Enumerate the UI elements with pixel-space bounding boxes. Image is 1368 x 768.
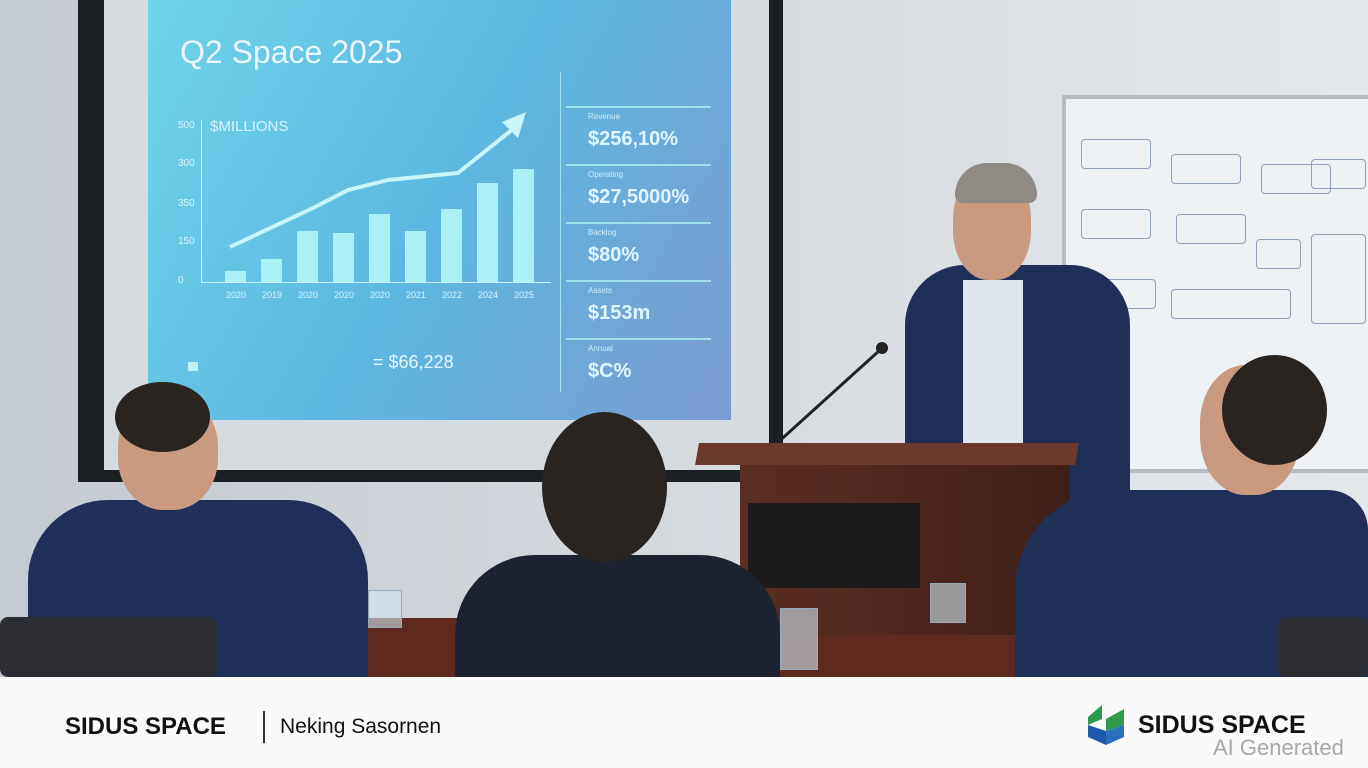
microphone: [773, 342, 888, 447]
kpi-value: $27,5000%: [588, 186, 690, 208]
chart-unit-label: $MILLIONS: [210, 118, 289, 135]
y-tick: 150: [178, 236, 195, 247]
chart-bar: [477, 182, 498, 282]
x-tick: 2020: [226, 290, 247, 300]
chart-bar: [297, 231, 318, 282]
ai-generated-label: AI Generated: [1213, 735, 1344, 760]
water-glass: [930, 583, 966, 623]
kpi-label: Annual: [588, 344, 613, 353]
meeting-room-photo: Q2 Space 2025 $MILLIONS 0 150 350 300 50…: [0, 0, 1368, 677]
chair: [0, 617, 218, 677]
audience-head: [542, 412, 667, 562]
chart-bar: [261, 259, 282, 282]
presenter-name: Neking Sasornen: [280, 715, 442, 738]
presenter-hair: [955, 163, 1037, 203]
kpi-divider-line: [566, 222, 711, 224]
kpi-value: $C%: [588, 360, 632, 382]
y-tick: 300: [178, 158, 195, 169]
y-tick: 0: [178, 275, 184, 286]
water-glass: [780, 608, 818, 670]
x-tick: 2025: [514, 290, 535, 300]
kpi-value: $256,10%: [588, 128, 679, 150]
x-tick: 2020: [370, 290, 391, 300]
total-value: = $66,228: [373, 352, 454, 372]
chart-bar: [405, 231, 426, 282]
x-axis: [201, 282, 551, 283]
kpi-divider-line: [566, 338, 711, 340]
sidus-logo-icon: [1088, 705, 1124, 745]
audience-hair: [1222, 355, 1327, 465]
y-axis: [201, 120, 202, 282]
kpi-divider-line: [566, 106, 711, 108]
water-glass: [368, 590, 402, 628]
kpi-divider-line: [566, 280, 711, 282]
x-tick: 2020: [334, 290, 355, 300]
x-tick: 2024: [478, 290, 499, 300]
podium-top: [695, 443, 1079, 465]
audience-hair: [115, 382, 210, 452]
presentation-slide: Q2 Space 2025 $MILLIONS 0 150 350 300 50…: [148, 0, 731, 420]
chart-bar: [369, 214, 390, 282]
logo-text: SIDUS SPACE: [1138, 711, 1306, 739]
kpi-divider: [560, 72, 561, 392]
kpi-value: $80%: [588, 244, 640, 266]
slide-title: Q2 Space 2025: [180, 34, 403, 70]
trend-arrow: [229, 112, 526, 249]
y-tick: 500: [178, 120, 195, 131]
kpi-divider-line: [566, 164, 711, 166]
kpi-label: Revenue: [588, 112, 621, 121]
chart-bar: [513, 169, 534, 282]
chair: [1278, 617, 1368, 677]
kpi-label: Backlog: [588, 228, 617, 237]
kpi-label: Assets: [588, 286, 613, 295]
x-tick: 2022: [442, 290, 463, 300]
kpi-label: Operating: [588, 170, 624, 179]
x-tick: 2021: [406, 290, 427, 300]
chart-bar: [333, 233, 354, 282]
presenter-shirt: [963, 280, 1023, 460]
podium-panel: [748, 503, 920, 588]
caption-bar: [0, 677, 1368, 768]
kpi-value: $153m: [588, 302, 651, 324]
y-tick: 350: [178, 198, 195, 209]
audience-member-center: [455, 555, 780, 677]
chart-bar: [441, 208, 462, 282]
chart-bar: [225, 270, 246, 282]
x-tick: 2020: [298, 290, 319, 300]
brand-name: SIDUS SPACE: [65, 713, 226, 740]
legend-swatch: [188, 362, 198, 371]
footer-divider: [263, 711, 265, 743]
x-tick: 2019: [262, 290, 283, 300]
